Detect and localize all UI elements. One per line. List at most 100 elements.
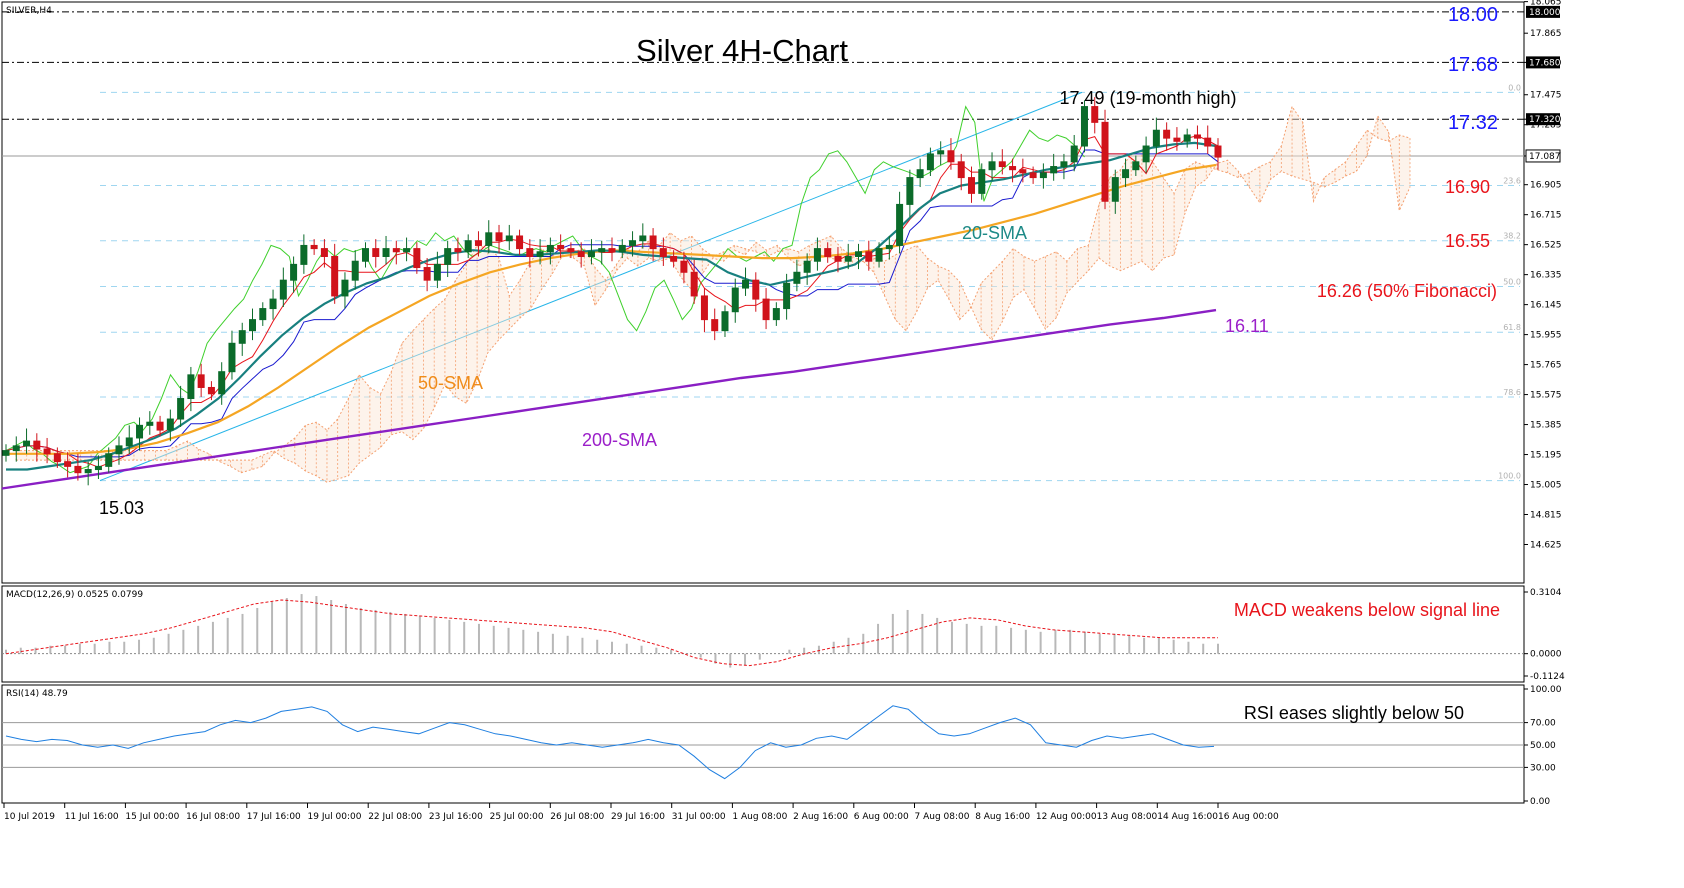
fib-level-label: 100.0 bbox=[1498, 472, 1521, 481]
candle-body bbox=[536, 251, 544, 257]
candle-body bbox=[957, 161, 965, 179]
time-tick-label: 29 Jul 16:00 bbox=[611, 812, 665, 822]
marker-price-label: 18.000 bbox=[1529, 8, 1561, 18]
macd-signal-line bbox=[5, 599, 1218, 667]
sma200-label: 200-SMA bbox=[582, 430, 657, 450]
candle-body bbox=[444, 248, 452, 265]
candle-body bbox=[742, 279, 750, 289]
candle-body bbox=[115, 445, 123, 455]
time-tick-label: 22 Jul 08:00 bbox=[368, 812, 422, 822]
candle-body bbox=[1163, 129, 1171, 139]
price-tick-label: 15.575 bbox=[1530, 391, 1562, 401]
time-tick-label: 16 Jul 08:00 bbox=[186, 812, 240, 822]
candle-body bbox=[834, 255, 842, 262]
time-tick-label: 12 Aug 00:00 bbox=[1036, 812, 1097, 822]
marker-price-label: 17.320 bbox=[1529, 115, 1561, 125]
price-tick-label: 14.625 bbox=[1530, 540, 1562, 550]
candle-body bbox=[1173, 137, 1181, 142]
macd-label: MACD(12,26,9) 0.0525 0.0799 bbox=[6, 590, 143, 600]
candle-body bbox=[382, 248, 390, 257]
rsi-tick-label: 70.00 bbox=[1530, 719, 1556, 729]
candle-body bbox=[516, 235, 524, 250]
candle-body bbox=[361, 248, 369, 262]
cloud-area bbox=[16, 106, 1410, 483]
fib-trendline bbox=[99, 91, 1083, 482]
sma20-label: 20-SMA bbox=[962, 223, 1027, 243]
time-tick-label: 6 Aug 00:00 bbox=[854, 812, 909, 822]
candle-body bbox=[896, 203, 904, 246]
candle-body bbox=[906, 177, 914, 205]
candle-body bbox=[146, 421, 154, 426]
macd-panel-frame bbox=[1, 585, 1525, 683]
marker-label-17-32: 17.32 bbox=[1448, 112, 1498, 134]
candle-body bbox=[1204, 137, 1212, 147]
candle-body bbox=[567, 248, 575, 253]
candle-body bbox=[454, 248, 462, 253]
time-tick-label: 23 Jul 16:00 bbox=[429, 812, 483, 822]
candle-body bbox=[855, 251, 863, 257]
price-tick-label: 16.525 bbox=[1530, 241, 1562, 251]
candle-body bbox=[43, 448, 51, 455]
candle-body bbox=[1193, 134, 1201, 139]
candle-body bbox=[937, 150, 945, 155]
time-tick-label: 26 Jul 08:00 bbox=[550, 812, 604, 822]
candle-body bbox=[731, 287, 739, 313]
time-tick-label: 15 Jul 00:00 bbox=[125, 812, 179, 822]
candle-body bbox=[772, 308, 780, 321]
time-tick-label: 14 Aug 16:00 bbox=[1157, 812, 1218, 822]
candle-body bbox=[125, 437, 133, 447]
candle-body bbox=[423, 267, 431, 281]
candle-body bbox=[813, 248, 821, 262]
candle-body bbox=[1214, 145, 1222, 158]
time-tick-label: 25 Jul 00:00 bbox=[490, 812, 544, 822]
candle-body bbox=[207, 386, 215, 395]
candle-body bbox=[94, 465, 102, 471]
price-tick-label: 16.715 bbox=[1530, 211, 1562, 221]
rsi-note: RSI eases slightly below 50 bbox=[1244, 703, 1464, 723]
candle-body bbox=[824, 248, 832, 257]
candle-body bbox=[495, 232, 503, 242]
candle-body bbox=[1122, 169, 1130, 179]
level-16-11-label: 16.11 bbox=[1225, 316, 1269, 336]
candle-body bbox=[1070, 145, 1078, 163]
macd-note: MACD weakens below signal line bbox=[1234, 600, 1500, 620]
candle-body bbox=[998, 161, 1006, 168]
rsi-tick-label: 30.00 bbox=[1530, 763, 1556, 773]
time-tick-label: 10 Jul 2019 bbox=[4, 812, 55, 822]
rsi-tick-label: 100.00 bbox=[1530, 685, 1562, 695]
sma50-line bbox=[6, 163, 1217, 455]
candle-body bbox=[218, 371, 226, 395]
candle-body bbox=[320, 248, 328, 257]
candle-body bbox=[290, 263, 298, 281]
candle-body bbox=[269, 298, 277, 310]
time-tick-label: 19 Jul 00:00 bbox=[308, 812, 362, 822]
senkou-span-b bbox=[16, 114, 1411, 483]
price-tick-label: 18.065 bbox=[1530, 0, 1562, 8]
candle-body bbox=[1111, 177, 1119, 202]
price-tick-label: 14.815 bbox=[1530, 511, 1562, 521]
candle-body bbox=[166, 418, 174, 431]
candle-body bbox=[577, 251, 585, 257]
candle-body bbox=[1029, 172, 1037, 179]
candle-body bbox=[700, 295, 708, 321]
candle-body bbox=[690, 271, 698, 297]
candle-body bbox=[433, 263, 441, 281]
level-16-26-label: 16.26 (50% Fibonacci) bbox=[1317, 281, 1497, 301]
time-tick-label: 1 Aug 08:00 bbox=[732, 812, 787, 822]
candle-body bbox=[331, 255, 339, 297]
candle-body bbox=[197, 374, 205, 388]
candle-body bbox=[249, 319, 257, 332]
candle-body bbox=[875, 248, 883, 262]
candle-body bbox=[392, 248, 400, 253]
candle-body bbox=[752, 279, 760, 300]
candle-body bbox=[177, 398, 185, 420]
candle-body bbox=[505, 235, 513, 242]
candle-body bbox=[557, 244, 565, 250]
marker-label-18-00: 18.00 bbox=[1448, 4, 1498, 26]
rsi-panel: 100.00 70.00 50.00 30.00 0.00 bbox=[2, 685, 1562, 807]
candle-body bbox=[783, 282, 791, 310]
candle-body bbox=[711, 319, 719, 332]
price-tick-label: 17.865 bbox=[1530, 29, 1562, 39]
candle-body bbox=[23, 440, 31, 447]
macd-panel: 0.3104 0.0000 -0.1124 bbox=[2, 588, 1565, 682]
